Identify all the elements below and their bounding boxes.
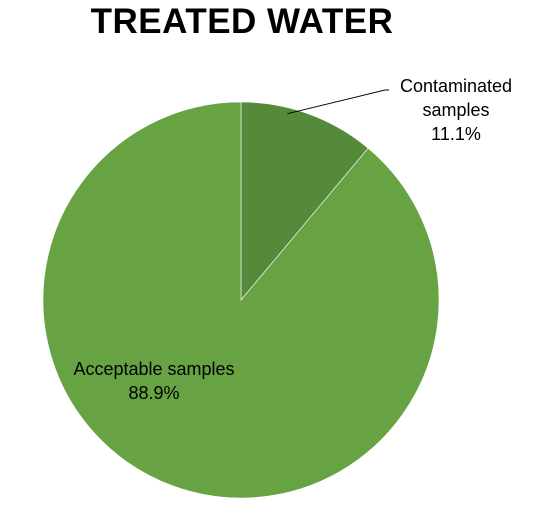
pie-slice-contaminated-samples xyxy=(240,101,369,301)
pie-slices xyxy=(42,101,440,499)
data-labels: Contaminated samples 11.1% Acceptable sampl… xyxy=(73,76,512,403)
data-label-contaminated-samples: Contaminated samples 11.1% xyxy=(400,76,512,144)
data-label-percent: 88.9% xyxy=(128,383,179,403)
pie-slice-acceptable-samples xyxy=(42,101,440,499)
data-label-category: samples xyxy=(422,100,489,120)
leader-lines xyxy=(287,89,389,115)
data-label-percent: 11.1% xyxy=(431,124,481,144)
data-label-acceptable-samples: Acceptable samples 88.9% xyxy=(73,359,234,403)
data-label-category: Contaminated xyxy=(400,76,512,96)
data-label-category: Acceptable samples xyxy=(73,359,234,379)
chart-title: TREATED WATER xyxy=(90,2,394,41)
leader-line-contaminated-samples xyxy=(287,89,389,115)
